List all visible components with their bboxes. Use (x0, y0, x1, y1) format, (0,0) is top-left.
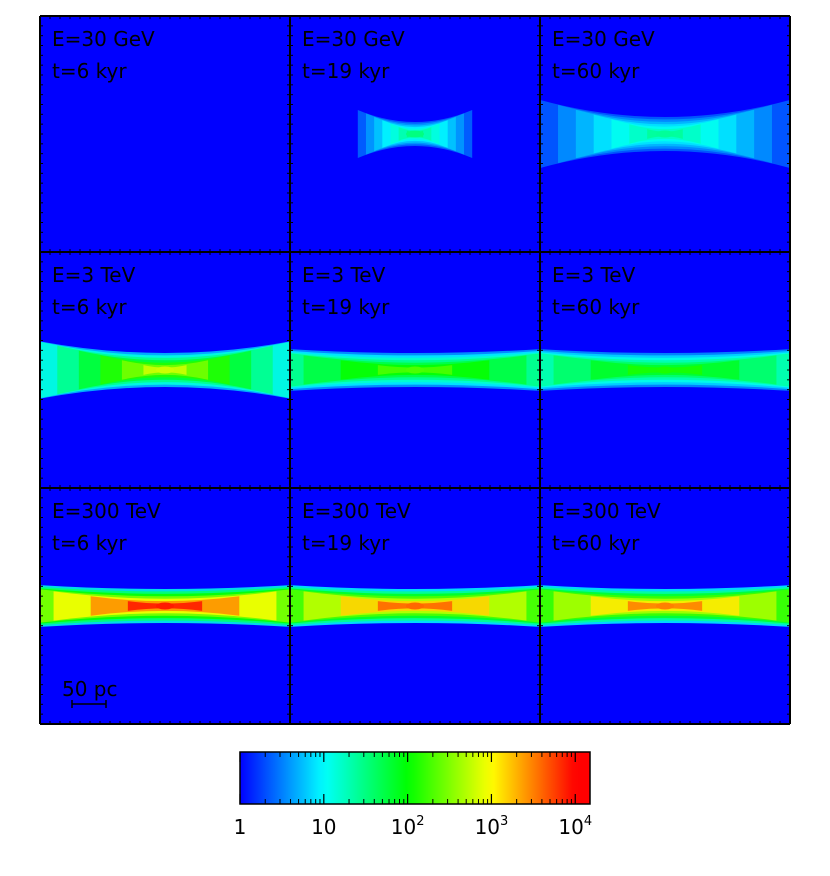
colorbar-tick-label: 10 (311, 815, 336, 839)
emission-peak (156, 602, 174, 610)
emission-peak (656, 366, 674, 374)
time-label: t=19 kyr (302, 531, 390, 555)
panel-3: E=30 GeV t=60 kyr (540, 16, 790, 253)
time-label: t=6 kyr (52, 531, 127, 555)
colorbar-tick-label: 103 (475, 814, 509, 839)
emission-wedge (540, 349, 790, 391)
time-label: t=60 kyr (552, 295, 640, 319)
emission-peak (156, 366, 174, 374)
scale-bar-label: 50 pc (62, 677, 118, 701)
emission-peak (406, 130, 424, 138)
colorbar-tick-label: 104 (558, 814, 592, 839)
emission-wedge (357, 109, 473, 159)
panel-5: E=3 TeV t=19 kyr (290, 252, 540, 489)
emission-peak (406, 366, 424, 374)
colorbar-gradient (239, 751, 591, 805)
scale-bar: 50 pc (62, 677, 118, 708)
emission-wedge (40, 585, 290, 627)
energy-label: E=3 TeV (52, 263, 136, 287)
emission-peak (656, 130, 674, 138)
panel-1: E=30 GeV t=6 kyr (40, 16, 290, 253)
panel-9: E=300 TeV t=60 kyr (540, 488, 790, 725)
time-label: t=19 kyr (302, 295, 390, 319)
emission-wedge (540, 100, 790, 168)
time-label: t=60 kyr (552, 531, 640, 555)
energy-label: E=3 TeV (302, 263, 386, 287)
emission-wedge (40, 341, 290, 399)
energy-label: E=30 GeV (552, 27, 655, 51)
time-label: t=19 kyr (302, 59, 390, 83)
panel-background (40, 16, 290, 252)
colorbar-tick-label: 1 (234, 815, 247, 839)
panel-6: E=3 TeV t=60 kyr (540, 252, 790, 489)
time-label: t=6 kyr (52, 295, 127, 319)
colorbar: 1 10 102 103 104 (234, 751, 592, 839)
panel-7: E=300 TeV t=6 kyr (40, 488, 290, 725)
emission-wedge (290, 585, 540, 627)
emission-peak (406, 602, 424, 610)
energy-label: E=300 TeV (552, 499, 661, 523)
emission-wedge (290, 349, 540, 391)
emission-wedge (540, 585, 790, 627)
energy-label: E=30 GeV (52, 27, 155, 51)
time-label: t=6 kyr (52, 59, 127, 83)
energy-label: E=30 GeV (302, 27, 405, 51)
panel-8: E=300 TeV t=19 kyr (290, 488, 540, 725)
time-label: t=60 kyr (552, 59, 640, 83)
energy-label: E=300 TeV (302, 499, 411, 523)
energy-label: E=3 TeV (552, 263, 636, 287)
emission-peak (656, 602, 674, 610)
panel-grid: E=30 GeV t=6 kyr E=30 GeV t=19 kyr E=30 GeV t… (39, 15, 791, 725)
panel-2: E=30 GeV t=19 kyr (290, 16, 540, 253)
colorbar-tick-label: 102 (391, 814, 425, 839)
energy-label: E=300 TeV (52, 499, 161, 523)
panel-4: E=3 TeV t=6 kyr (40, 252, 290, 489)
